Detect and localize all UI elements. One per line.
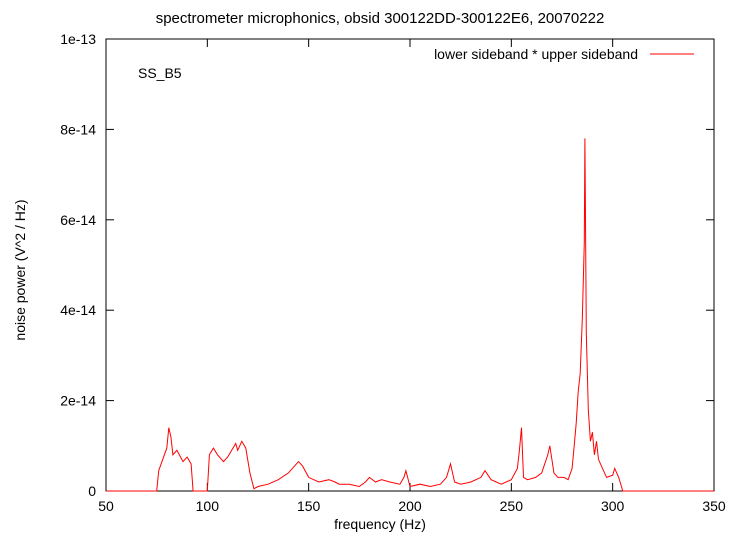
y-axis-label: noise power (V^2 / Hz) [12, 199, 28, 340]
y-tick-label: 6e-14 [60, 212, 96, 228]
legend: lower sideband * upper sideband [434, 46, 694, 62]
x-axis-label: frequency (Hz) [334, 516, 426, 532]
chart-title: spectrometer microphonics, obsid 300122D… [156, 10, 605, 27]
annotation-label: SS_B5 [138, 65, 182, 81]
series-line [106, 138, 714, 492]
x-tick-label: 150 [297, 498, 321, 514]
x-tick-label: 200 [398, 498, 422, 514]
y-tick-label: 4e-14 [60, 302, 96, 318]
x-tick-label: 300 [601, 498, 625, 514]
x-tick-label: 350 [702, 498, 726, 514]
y-tick-label: 8e-14 [60, 121, 96, 137]
y-tick-label: 1e-13 [60, 31, 96, 47]
x-tick-label: 50 [98, 498, 114, 514]
x-tick-label: 250 [500, 498, 524, 514]
plot-frame [105, 38, 715, 492]
legend-label: lower sideband * upper sideband [434, 46, 638, 62]
x-tick-label: 100 [196, 498, 220, 514]
y-tick-label: 0 [88, 483, 96, 499]
y-tick-label: 2e-14 [60, 393, 96, 409]
